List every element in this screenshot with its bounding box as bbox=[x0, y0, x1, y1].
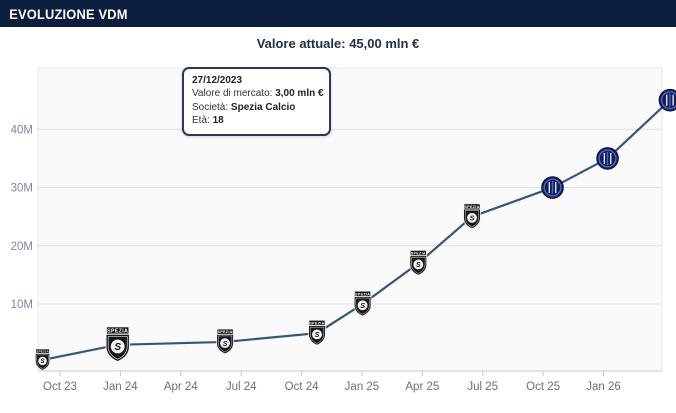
y-axis-label: 20M bbox=[11, 241, 33, 253]
current-value-label: Valore attuale: bbox=[256, 36, 346, 51]
y-axis-label: 30M bbox=[11, 183, 33, 195]
data-point-marker[interactable]: SPEZIA S bbox=[35, 348, 51, 371]
plot-area bbox=[37, 67, 663, 372]
svg-text:S: S bbox=[360, 301, 365, 310]
data-point-marker[interactable]: SPEZIA S bbox=[409, 250, 428, 276]
x-axis-label: Jul 25 bbox=[467, 381, 498, 393]
point-tooltip: 27/12/2023 Valore di mercato: 3,00 mln €… bbox=[182, 67, 331, 136]
current-value-amount: 45,00 mln € bbox=[349, 36, 420, 51]
svg-text:SPEZIA: SPEZIA bbox=[217, 330, 232, 334]
current-value-text: Valore attuale: 45,00 mln € bbox=[0, 36, 676, 51]
inter-crest-icon bbox=[658, 88, 676, 112]
svg-text:SPEZIA: SPEZIA bbox=[355, 292, 370, 296]
x-axis-label: Oct 23 bbox=[43, 381, 77, 393]
data-point-marker[interactable] bbox=[658, 88, 676, 112]
x-axis-label: Oct 25 bbox=[526, 381, 560, 393]
svg-text:SPEZIA: SPEZIA bbox=[464, 205, 479, 209]
spezia-crest-icon: SPEZIA S bbox=[105, 326, 131, 363]
data-point-marker[interactable]: SPEZIA S bbox=[216, 328, 234, 355]
svg-text:S: S bbox=[416, 260, 421, 269]
spezia-crest-icon: SPEZIA S bbox=[463, 203, 481, 230]
tooltip-club: Società: Spezia Calcio bbox=[192, 101, 296, 113]
data-point-marker[interactable] bbox=[596, 147, 619, 170]
section-title: EVOLUZIONE VDM bbox=[9, 5, 128, 22]
inter-crest-icon bbox=[596, 147, 619, 170]
data-point-marker[interactable]: SPEZIA S bbox=[353, 290, 372, 317]
spezia-crest-icon: SPEZIA S bbox=[409, 250, 428, 276]
data-point-marker[interactable] bbox=[541, 176, 564, 199]
x-axis-label: Jan 24 bbox=[103, 381, 138, 393]
svg-text:S: S bbox=[41, 358, 46, 365]
svg-text:S: S bbox=[223, 339, 228, 348]
svg-text:SPEZIA: SPEZIA bbox=[107, 329, 128, 335]
tooltip-date: 27/12/2023 bbox=[192, 75, 243, 86]
x-axis-label: Oct 24 bbox=[285, 381, 319, 393]
spezia-crest-icon: SPEZIA S bbox=[216, 328, 234, 355]
svg-text:S: S bbox=[470, 214, 475, 223]
svg-text:SPEZIA: SPEZIA bbox=[411, 251, 426, 255]
section-header: EVOLUZIONE VDM bbox=[0, 0, 676, 27]
tooltip-age: Età: 18 bbox=[192, 115, 224, 127]
market-value-line bbox=[42, 99, 671, 362]
svg-text:SPEZIA: SPEZIA bbox=[309, 321, 324, 325]
data-point-marker[interactable]: SPEZIA S bbox=[308, 320, 326, 346]
data-point-marker[interactable]: SPEZIA S bbox=[105, 326, 131, 363]
x-axis-label: Apr 25 bbox=[405, 381, 439, 393]
inter-crest-icon bbox=[541, 176, 564, 199]
spezia-crest-icon: SPEZIA S bbox=[308, 320, 326, 346]
spezia-crest-icon: SPEZIA S bbox=[353, 290, 372, 317]
tooltip-market-value: Valore di mercato: 3,00 mln € bbox=[192, 88, 324, 100]
x-axis-label: Jan 25 bbox=[345, 381, 380, 393]
svg-text:SPEZIA: SPEZIA bbox=[36, 349, 49, 353]
x-axis-label: Jan 26 bbox=[586, 381, 621, 393]
svg-text:S: S bbox=[114, 342, 121, 353]
y-axis-label: 40M bbox=[11, 124, 33, 136]
x-axis-label: Apr 24 bbox=[164, 381, 198, 393]
x-axis-label: Jul 24 bbox=[226, 381, 257, 393]
spezia-crest-icon: SPEZIA S bbox=[35, 348, 51, 371]
y-axis-label: 10M bbox=[11, 299, 33, 311]
data-point-marker[interactable]: SPEZIA S bbox=[463, 203, 481, 230]
svg-text:S: S bbox=[315, 330, 320, 339]
